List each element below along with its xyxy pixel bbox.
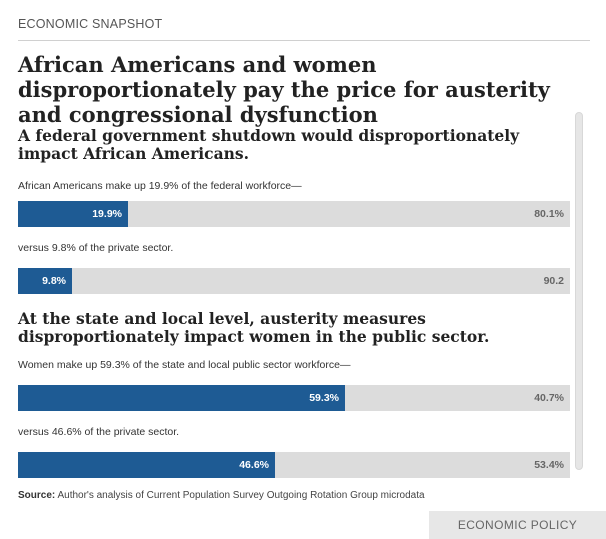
bar-4-remainder-label: 53.4%: [534, 459, 564, 471]
bar-2-note: versus 9.8% of the private sector.: [18, 242, 174, 254]
publisher-badge: ECONOMIC POLICY INSTITUTE: [429, 511, 606, 539]
bar-2-fill: [18, 268, 72, 294]
kicker: ECONOMIC SNAPSHOT: [18, 17, 163, 31]
bar-3-note: Women make up 59.3% of the state and loc…: [18, 359, 351, 371]
bar-4-value-label: 46.6%: [239, 459, 269, 471]
bar-3-value-label: 59.3%: [309, 392, 339, 404]
bar-4-track: 46.6% 53.4%: [18, 452, 570, 478]
section-1-subhead: A federal government shutdown would disp…: [18, 126, 520, 163]
source-text: Author's analysis of Current Population …: [55, 490, 425, 501]
chart-title: African Americans and women disproportio…: [18, 52, 550, 127]
bar-2-value-label: 9.8%: [42, 275, 66, 287]
bar-1-track: 19.9% 80.1%: [18, 201, 570, 227]
vertical-scrollbar[interactable]: [575, 112, 583, 470]
bar-1-value-label: 19.9%: [92, 208, 122, 220]
bar-1-remainder-label: 80.1%: [534, 208, 564, 220]
source-label: Source:: [18, 490, 56, 501]
section-2-subhead: At the state and local level, austerity …: [18, 309, 490, 346]
bar-3-fill: [18, 385, 345, 411]
bar-2-remainder-label: 90.2: [543, 275, 564, 287]
bar-2-track: 9.8% 90.2: [18, 268, 570, 294]
source-note: Source: Author's analysis of Current Pop…: [18, 490, 425, 501]
bar-3-remainder-label: 40.7%: [534, 392, 564, 404]
bar-1-fill: [18, 201, 128, 227]
bar-4-fill: [18, 452, 275, 478]
bar-1-note: African Americans make up 19.9% of the f…: [18, 180, 302, 192]
header-divider: [18, 40, 590, 41]
bar-3-track: 59.3% 40.7%: [18, 385, 570, 411]
bar-4-note: versus 46.6% of the private sector.: [18, 426, 180, 438]
